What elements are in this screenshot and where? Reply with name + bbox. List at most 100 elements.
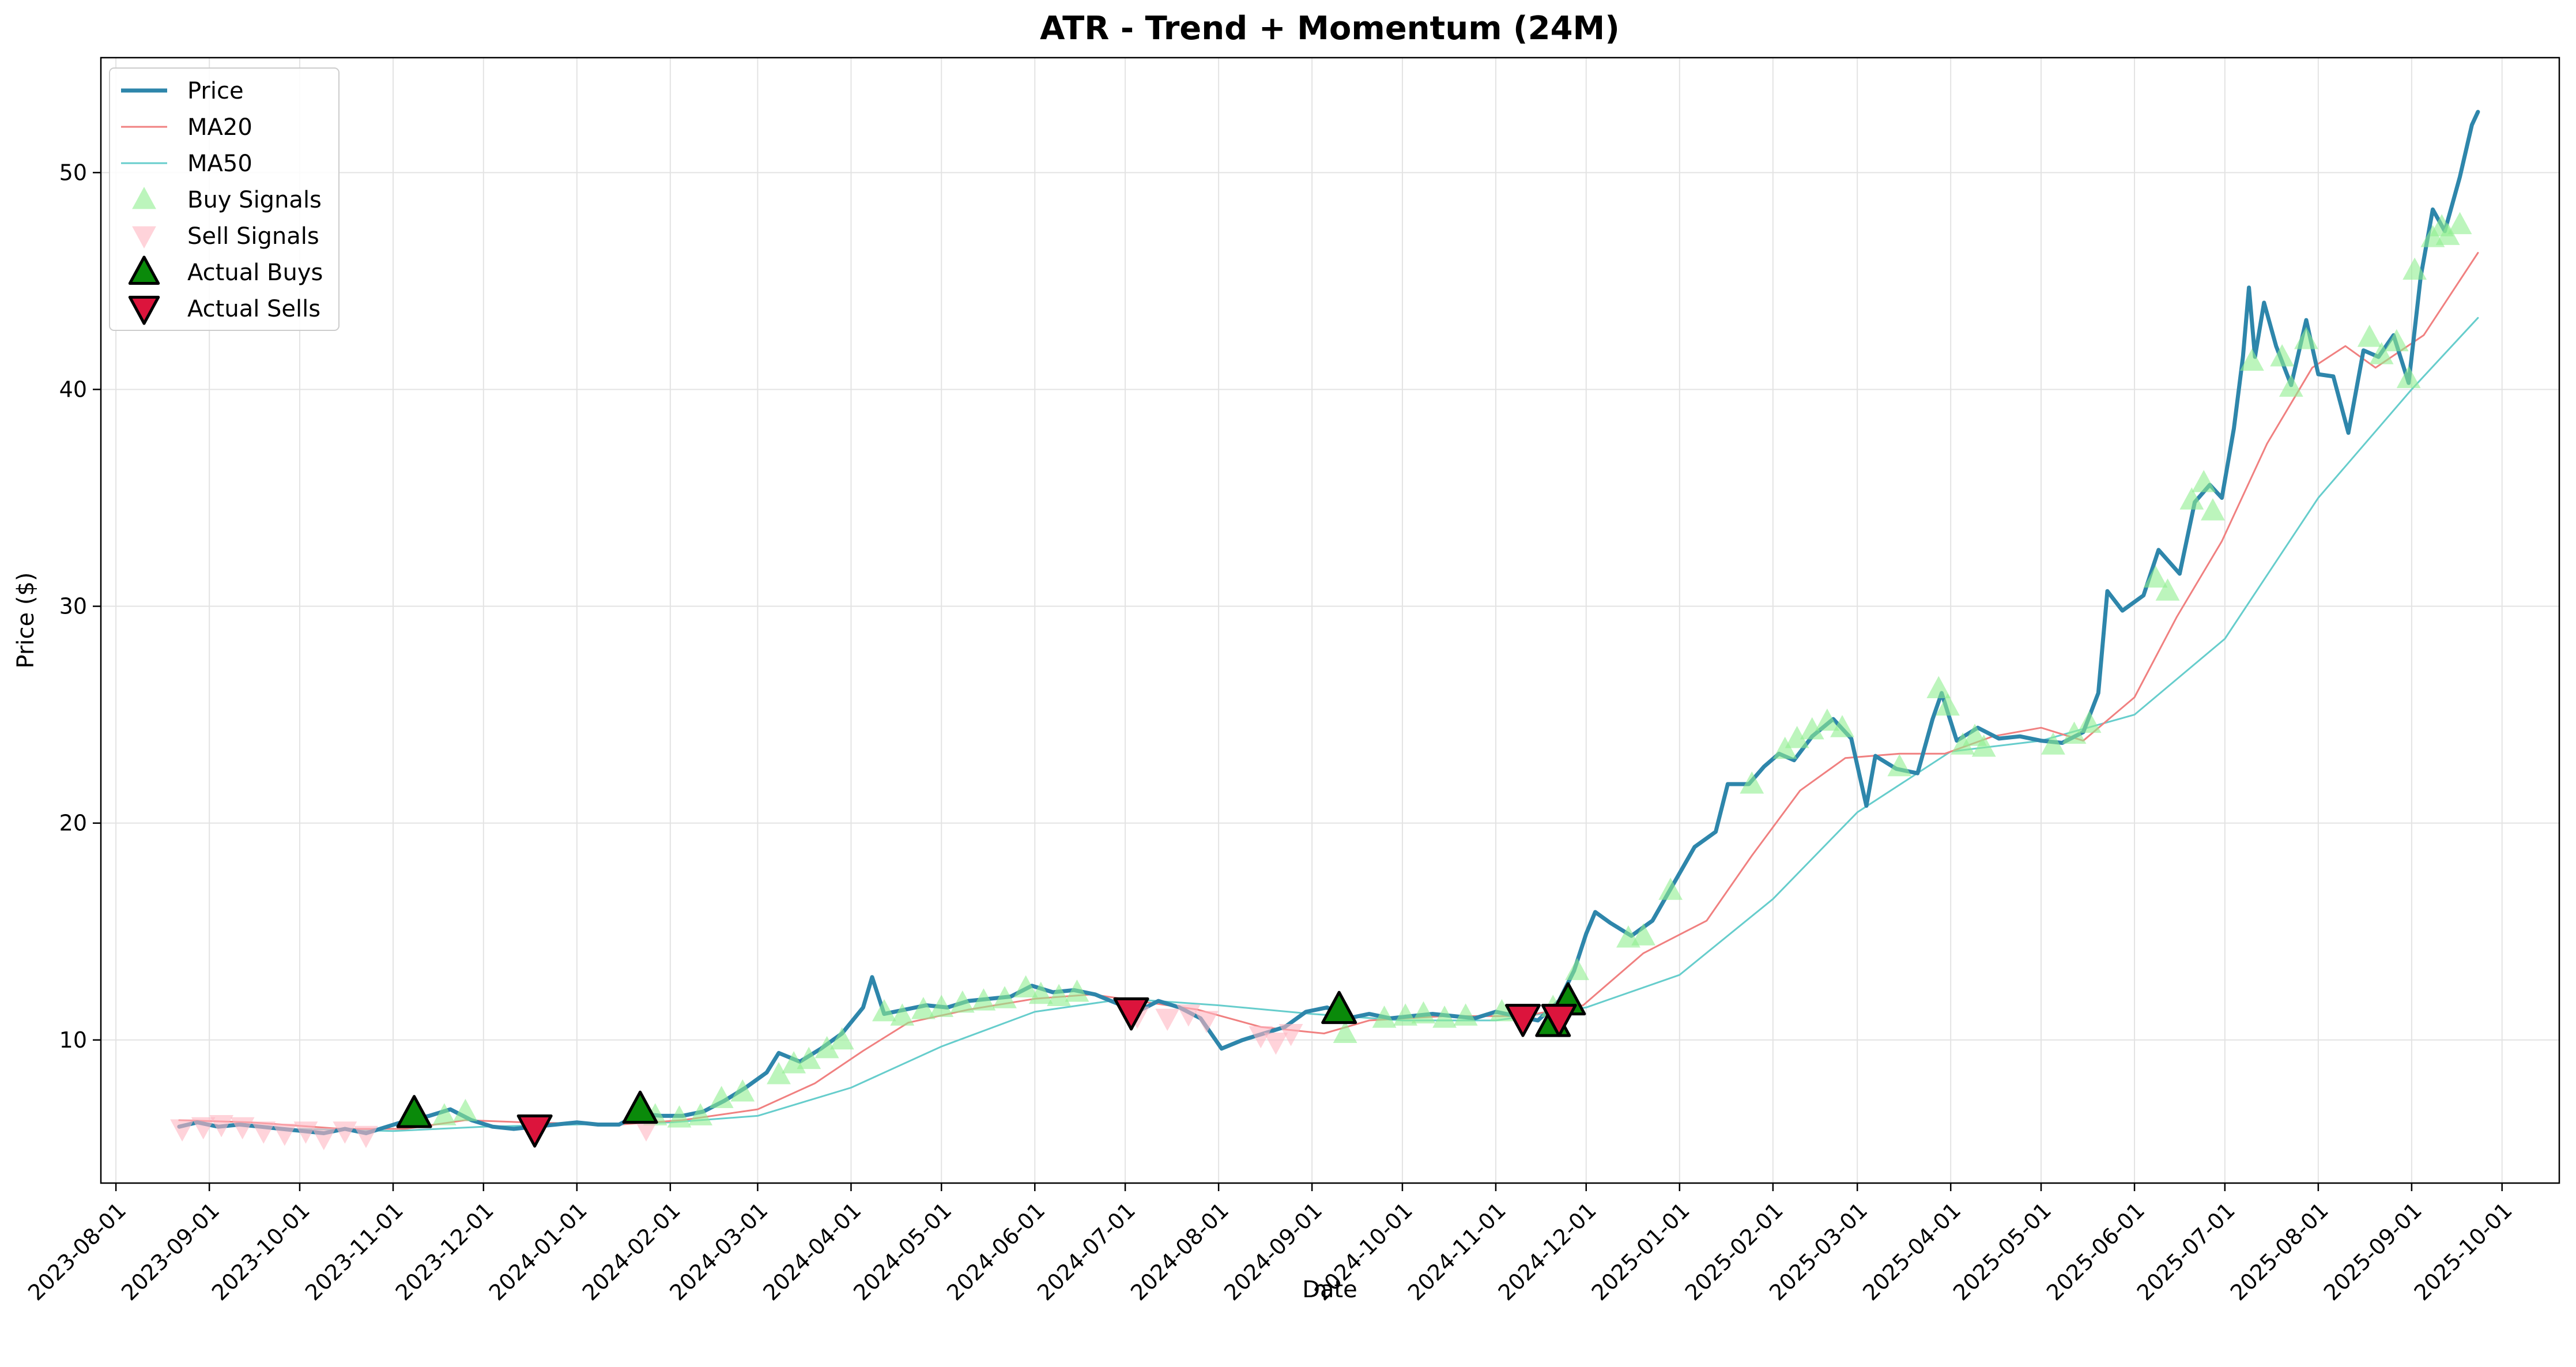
sell-signal-marker [230, 1117, 255, 1140]
actual-buy-marker [1321, 991, 1357, 1025]
actual-sell-marker [1541, 1004, 1577, 1037]
buy-signal-marker [993, 986, 1017, 1008]
buy-signal-marker [1815, 708, 1839, 731]
buy-signal-marker [829, 1027, 854, 1050]
buy-signal-marker [872, 999, 896, 1022]
buy-signal-marker [1971, 735, 1996, 757]
sell-signal-marker [272, 1123, 297, 1146]
buy-signal-marker [2077, 710, 2102, 733]
sell-signal-marker [354, 1125, 378, 1148]
buy-signal-marker [2270, 344, 2295, 367]
y-tick-label: 10 [59, 1027, 87, 1053]
legend-actual-buys-label: Actual Buys [187, 259, 323, 286]
plot-area [170, 110, 2480, 1151]
legend-price-label: Price [187, 78, 244, 104]
buy-signal-marker [911, 997, 936, 1019]
buy-signal-marker [1740, 771, 1764, 794]
sell-signal-marker [634, 1119, 658, 1142]
buy-signal-marker [2396, 366, 2421, 389]
sell-signal-marker [311, 1128, 336, 1151]
buy-signal-marker [1333, 1020, 1357, 1043]
actual-sell-marker [1505, 1004, 1541, 1037]
buy-signal-marker [814, 1035, 839, 1059]
y-tick-label: 40 [59, 376, 87, 402]
legend-actual-buys-swatch [128, 255, 160, 285]
y-axis: 10 20 30 40 50 [59, 160, 101, 1053]
y-tick-label: 20 [59, 811, 87, 836]
buy-signal-marker [1028, 981, 1053, 1004]
buy-signal-marker [1785, 725, 1809, 748]
y-tick-label: 30 [59, 594, 87, 619]
grid [101, 58, 2559, 1183]
buy-signal-marker [1830, 715, 1854, 737]
buy-signal-marker [767, 1061, 791, 1084]
legend: Price MA20 MA50 Buy Signals Sell Signals Actu… [109, 67, 340, 331]
buy-signal-marker [709, 1086, 734, 1108]
actual-buy-marker [622, 1090, 658, 1124]
buy-signal-marker [950, 990, 975, 1013]
y-tick-label: 50 [59, 160, 87, 185]
buy-signal-marker [1887, 754, 1912, 777]
x-axis-label: Date [1302, 1276, 1357, 1303]
buy-signal-marker [2143, 565, 2168, 588]
legend-actual-sells-label: Actual Sells [187, 296, 320, 322]
buy-signal-marker [1936, 693, 1960, 716]
buy-signal-marker [2201, 498, 2225, 521]
buy-signal-marker [1432, 1006, 1457, 1028]
buy-signal-marker [1565, 958, 1589, 980]
buy-signal-marker [890, 1003, 915, 1026]
buy-signal-marker [1772, 736, 1797, 759]
sell-signal-marker [191, 1117, 216, 1140]
buy-signal-marker [929, 995, 954, 1017]
legend-ma20-label: MA20 [187, 114, 252, 141]
buy-signal-marker [2155, 578, 2180, 601]
buy-signal-marker [1013, 975, 1038, 998]
buy-signal-marker [730, 1079, 755, 1102]
buy-signal-marker [1489, 999, 1514, 1022]
buy-signal-marker [1800, 717, 1824, 740]
sell-signal-marker [1194, 1011, 1219, 1033]
sell-signal-marker [333, 1121, 357, 1144]
actual-buy-marker [396, 1095, 432, 1128]
buy-signal-marker [2041, 732, 2065, 755]
buy-signal-marker [971, 988, 996, 1011]
buy-signal-marker [2192, 470, 2216, 492]
buy-signal-marker [1951, 732, 1975, 755]
buy-signal-marker [1631, 923, 1655, 946]
actual-sell-marker [516, 1114, 553, 1148]
buy-signal-marker [1411, 1001, 1436, 1024]
buy-signal-marker [1047, 984, 1071, 1007]
sell-signal-marker [1155, 1008, 1180, 1031]
legend-actual-sells-swatch [128, 296, 160, 325]
sell-signal-marker [1264, 1033, 1288, 1055]
y-axis-label: Price ($) [13, 573, 39, 669]
buy-signal-marker [1926, 676, 1951, 698]
buy-signal-marker [2435, 223, 2460, 245]
sell-signal-marker [1176, 1004, 1201, 1027]
sell-signal-marker [1249, 1026, 1273, 1049]
sell-signal-marker [209, 1114, 233, 1138]
legend-sell-signals-label: Sell Signals [187, 223, 319, 250]
legend-buy-signals-swatch [132, 187, 156, 209]
buy-signal-marker [688, 1103, 713, 1125]
sell-signal-marker [170, 1119, 195, 1142]
buy-signal-marker [1453, 1003, 1478, 1026]
legend-sell-signals-swatch [132, 226, 156, 248]
buy-signal-marker [2369, 342, 2394, 364]
sell-signal-marker [251, 1121, 276, 1144]
buy-signal-marker [453, 1098, 478, 1121]
sell-signal-marker [293, 1121, 318, 1144]
axes-frame [100, 57, 2560, 1184]
legend-buy-signals-label: Buy Signals [187, 187, 322, 213]
actual-sell-marker [1113, 997, 1149, 1031]
buy-signal-marker [432, 1103, 457, 1125]
buy-signal-marker [2062, 721, 2087, 744]
buy-signal-marker [2384, 329, 2409, 352]
buy-signal-marker [2179, 487, 2204, 510]
buy-signal-marker [2357, 325, 2382, 347]
legend-box [109, 67, 340, 331]
buy-signal-marker [667, 1105, 692, 1128]
buy-signal-marker [2294, 326, 2318, 349]
